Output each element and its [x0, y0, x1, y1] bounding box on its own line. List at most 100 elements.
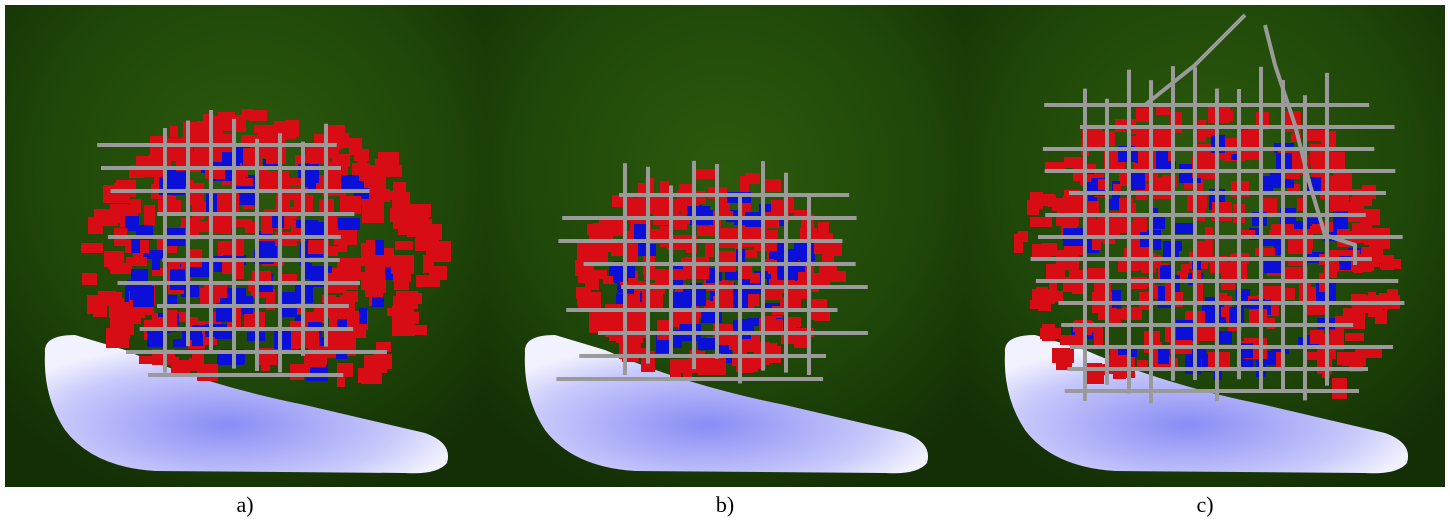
commercial [1027, 200, 1039, 215]
commercial [394, 281, 409, 290]
commercial [328, 215, 337, 236]
commercial [197, 121, 210, 143]
commercial [349, 138, 362, 155]
commercial [325, 330, 349, 352]
commercial [745, 173, 760, 184]
page: a)b)c) (() => { const data = JSON.parse(… [0, 0, 1450, 523]
commercial [362, 206, 382, 221]
residential [747, 318, 759, 326]
commercial [395, 322, 407, 335]
commercial [1033, 244, 1048, 259]
commercial [675, 359, 690, 373]
commercial [1064, 157, 1083, 168]
residential [788, 249, 800, 260]
residential [1131, 171, 1145, 190]
residential [304, 263, 312, 279]
commercial [642, 289, 663, 309]
commercial [88, 217, 103, 234]
commercial [1330, 194, 1349, 212]
commercial [1094, 327, 1103, 348]
commercial [375, 159, 385, 174]
commercial [1345, 333, 1364, 341]
commercial [1018, 231, 1028, 242]
residential [133, 286, 154, 307]
commercial [308, 346, 327, 365]
commercial [243, 148, 262, 166]
commercial [746, 250, 757, 258]
commercial [1052, 348, 1074, 363]
residential [1229, 307, 1244, 323]
commercial [258, 178, 270, 190]
caption: c) [1196, 492, 1213, 517]
commercial [426, 231, 437, 253]
residential [1108, 199, 1119, 210]
commercial [814, 233, 833, 254]
commercial [1108, 355, 1127, 374]
commercial [820, 265, 837, 275]
residential [170, 269, 185, 290]
commercial [1198, 193, 1207, 209]
commercial [212, 216, 231, 234]
residential [359, 308, 367, 324]
commercial [657, 320, 669, 340]
commercial [587, 224, 607, 235]
commercial [244, 312, 265, 329]
panel [965, 5, 1445, 487]
commercial [82, 273, 97, 285]
commercial [1048, 199, 1058, 207]
commercial [1060, 335, 1083, 345]
commercial [387, 308, 406, 316]
residential [338, 218, 360, 230]
commercial [1198, 120, 1206, 142]
commercial [93, 300, 102, 310]
commercial [1255, 248, 1275, 256]
commercial [1368, 292, 1376, 308]
residential [1174, 223, 1195, 234]
commercial [1341, 175, 1349, 189]
commercial [409, 204, 431, 217]
commercial [170, 126, 178, 137]
commercial [686, 257, 709, 279]
commercial [189, 358, 198, 371]
commercial [608, 220, 625, 236]
commercial [578, 292, 601, 309]
caption: a) [236, 492, 253, 517]
commercial [109, 305, 123, 318]
commercial [340, 196, 361, 214]
commercial [695, 169, 718, 179]
residential [182, 331, 202, 340]
commercial [1288, 239, 1312, 254]
commercial [764, 179, 781, 192]
commercial [1380, 259, 1401, 269]
commercial [1152, 129, 1171, 149]
residential [296, 220, 318, 228]
commercial [1156, 106, 1170, 115]
commercial [330, 148, 339, 158]
commercial [414, 216, 427, 226]
commercial [1036, 287, 1048, 307]
commercial [179, 360, 189, 372]
commercial [108, 256, 119, 269]
commercial [117, 326, 127, 336]
commercial [144, 205, 155, 226]
commercial [266, 146, 286, 164]
commercial [720, 228, 738, 238]
commercial [81, 243, 103, 253]
residential [1158, 349, 1169, 364]
commercial [393, 182, 406, 200]
commercial [416, 275, 440, 287]
commercial [361, 371, 382, 384]
residential [131, 239, 140, 253]
commercial [1224, 138, 1245, 154]
commercial [245, 222, 256, 233]
commercial [1306, 352, 1322, 360]
residential [274, 330, 291, 349]
commercial [113, 292, 122, 307]
commercial [103, 185, 126, 203]
commercial [1310, 330, 1324, 344]
commercial [1332, 378, 1347, 399]
commercial [361, 272, 373, 290]
commercial [603, 276, 614, 284]
commercial [1115, 309, 1127, 319]
commercial [194, 147, 210, 167]
